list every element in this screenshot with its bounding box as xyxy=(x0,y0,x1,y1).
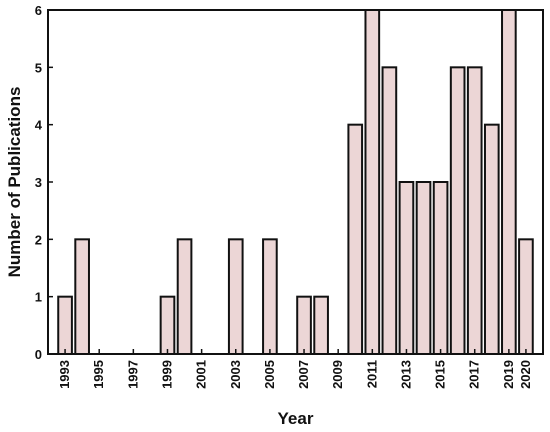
bar-2012 xyxy=(381,66,398,356)
plot-frame xyxy=(47,9,544,355)
y-tick-label: 5 xyxy=(35,60,42,75)
bar-2011 xyxy=(364,9,381,355)
bar-2008 xyxy=(313,295,329,356)
y-tick-label: 1 xyxy=(35,290,42,305)
bar-2016 xyxy=(449,66,466,356)
x-tick-label: 2013 xyxy=(398,360,413,389)
y-axis-ticks: 0 1 2 3 4 5 6 xyxy=(35,3,53,362)
bar-2017 xyxy=(466,66,483,356)
x-tick-label: 1999 xyxy=(159,360,174,389)
y-axis-title: Number of Publications xyxy=(5,87,24,278)
bar-2003 xyxy=(227,238,244,355)
bar-2000 xyxy=(176,238,193,355)
x-tick-label: 2020 xyxy=(518,360,533,389)
x-tick-label: 2001 xyxy=(194,360,209,389)
bar-1999 xyxy=(159,295,176,356)
bar-2005 xyxy=(262,238,278,355)
x-tick-label: 1995 xyxy=(91,360,106,389)
bar-2020 xyxy=(518,238,534,355)
bar-2013 xyxy=(398,181,415,355)
bar-2014 xyxy=(415,181,432,355)
x-tick-label: 2019 xyxy=(501,360,516,389)
x-tick-label: 2011 xyxy=(364,360,379,388)
bar-2015 xyxy=(432,181,449,355)
bar-2010 xyxy=(347,123,364,355)
bar-2007 xyxy=(296,295,312,356)
y-tick-label: 3 xyxy=(35,175,42,190)
bar-2019 xyxy=(501,9,517,355)
x-tick-label: 1997 xyxy=(125,360,140,389)
x-axis-ticks: 1993 1995 1997 1999 2001 2003 2005 2007 2009 2011… xyxy=(57,349,533,389)
y-tick-label: 4 xyxy=(35,118,43,133)
bars-group xyxy=(57,9,534,356)
bar-1994 xyxy=(74,238,90,355)
x-tick-label: 1993 xyxy=(57,360,72,389)
y-tick-label: 6 xyxy=(35,3,42,18)
bar-1993 xyxy=(57,295,73,356)
y-tick-label: 2 xyxy=(35,232,42,247)
x-axis-title: Year xyxy=(278,409,314,428)
bar-2018 xyxy=(483,123,500,355)
x-tick-label: 2009 xyxy=(330,360,345,389)
x-tick-label: 2015 xyxy=(433,360,448,389)
x-tick-label: 2005 xyxy=(262,360,277,389)
x-tick-label: 2003 xyxy=(228,360,243,389)
y-tick-label: 0 xyxy=(35,347,42,362)
x-tick-label: 2017 xyxy=(467,360,482,389)
x-tick-label: 2007 xyxy=(296,360,311,389)
